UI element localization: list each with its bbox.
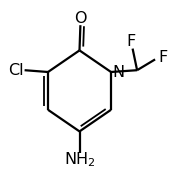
Text: O: O xyxy=(74,10,87,26)
Text: F: F xyxy=(158,50,167,65)
Text: Cl: Cl xyxy=(8,63,24,78)
Text: N: N xyxy=(113,65,125,80)
Text: F: F xyxy=(126,34,135,49)
Text: NH$_2$: NH$_2$ xyxy=(64,150,95,169)
